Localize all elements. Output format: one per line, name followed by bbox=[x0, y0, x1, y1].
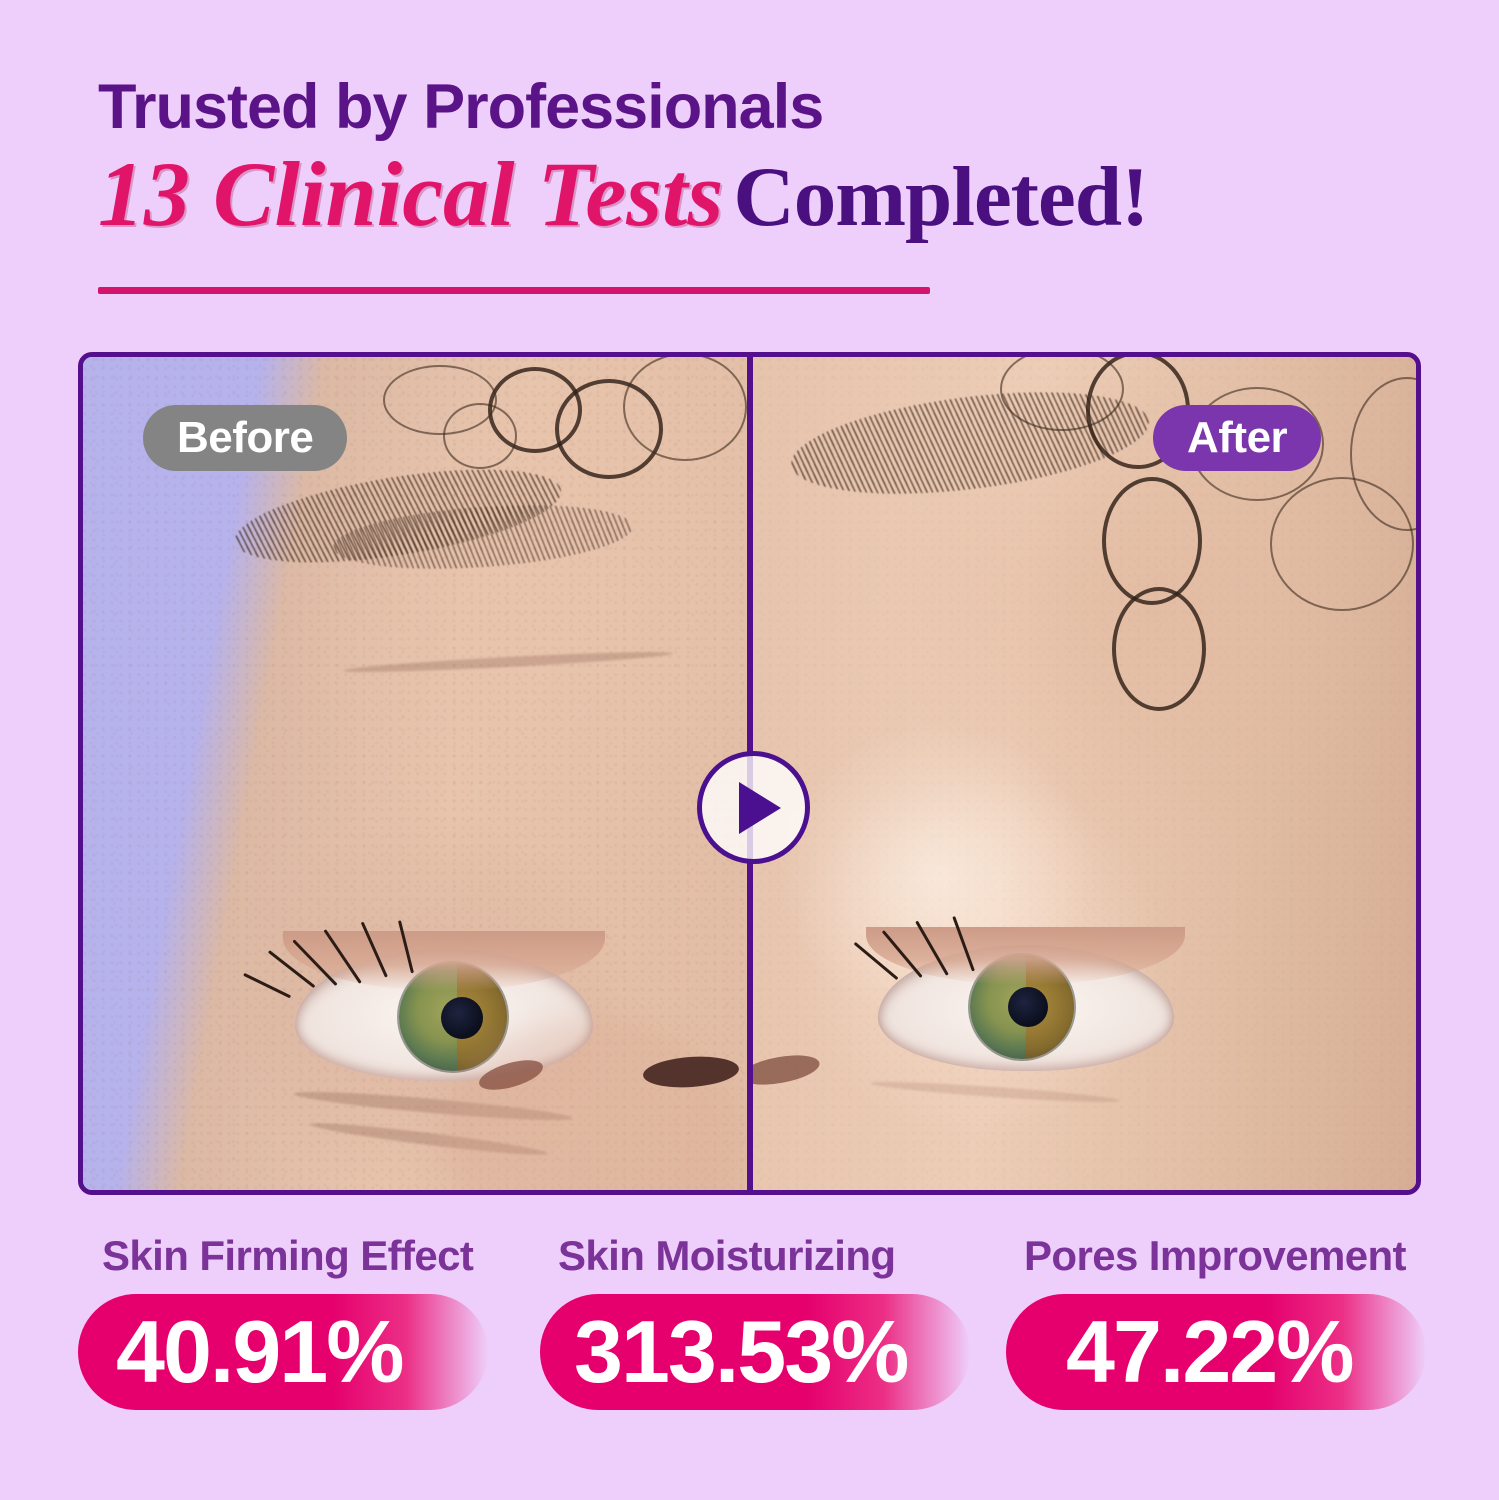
metric-pores-improvement: Pores Improvement 47.22% bbox=[1006, 1232, 1458, 1410]
pupil bbox=[441, 997, 483, 1039]
headline-line-2: 13 Clinical Tests Completed! bbox=[98, 148, 1438, 243]
hair-curl-icon bbox=[623, 357, 747, 461]
metric-skin-moisturizing: Skin Moisturizing 313.53% bbox=[540, 1232, 992, 1410]
headline-line-1: Trusted by Professionals bbox=[98, 72, 824, 142]
eye-before bbox=[283, 930, 605, 1081]
before-badge: Before bbox=[143, 405, 348, 471]
metric-bar: 313.53% bbox=[540, 1294, 970, 1410]
after-badge: After bbox=[1153, 405, 1322, 471]
metric-value: 313.53% bbox=[574, 1302, 909, 1401]
play-triangle-icon bbox=[738, 781, 781, 834]
photo-half-after bbox=[749, 357, 1416, 1190]
metric-label: Skin Firming Effect bbox=[102, 1232, 474, 1279]
headline-highlight: 13 Clinical Tests bbox=[98, 143, 724, 245]
hair-curl-icon bbox=[1111, 587, 1206, 711]
headline-block: Trusted by Professionals 13 Clinical Tes… bbox=[98, 72, 1438, 243]
metric-skin-firming: Skin Firming Effect 40.91% bbox=[78, 1232, 530, 1410]
headline-underline bbox=[98, 287, 930, 294]
headline-suffix: Completed! bbox=[733, 150, 1149, 244]
before-after-photo[interactable]: Before After bbox=[78, 352, 1421, 1195]
metric-bar: 47.22% bbox=[1006, 1294, 1426, 1410]
photo-half-before bbox=[83, 357, 750, 1190]
eye-after bbox=[865, 927, 1186, 1071]
hair-curl-icon bbox=[383, 365, 497, 435]
hair-curl-icon bbox=[1101, 477, 1202, 605]
metric-bar: 40.91% bbox=[78, 1294, 488, 1410]
play-button[interactable] bbox=[697, 751, 810, 864]
hair-curl-icon bbox=[1269, 477, 1414, 611]
metric-label: Skin Moisturizing bbox=[558, 1232, 896, 1279]
pupil bbox=[1007, 987, 1048, 1027]
hair-curl-icon bbox=[999, 357, 1124, 431]
metric-value: 40.91% bbox=[116, 1302, 404, 1401]
metric-label: Pores Improvement bbox=[1024, 1232, 1407, 1279]
metrics-row: Skin Firming Effect 40.91% Skin Moisturi… bbox=[78, 1232, 1458, 1410]
metric-value: 47.22% bbox=[1066, 1302, 1354, 1401]
